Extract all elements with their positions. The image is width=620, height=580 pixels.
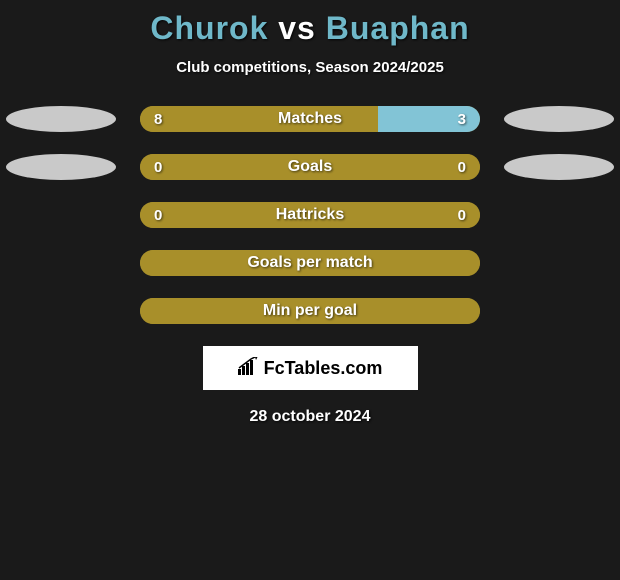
logo: FcTables.com <box>238 357 383 380</box>
stat-value-left: 0 <box>154 159 162 176</box>
comparison-container: Churok vs Buaphan Club competitions, Sea… <box>0 0 620 426</box>
stat-value-right: 0 <box>458 159 466 176</box>
stat-value-right: 3 <box>458 111 466 128</box>
page-title: Churok vs Buaphan <box>0 10 620 47</box>
stat-label: Matches <box>140 110 480 128</box>
player2-ellipse <box>504 154 614 180</box>
stat-bar: Matches8 3 <box>140 106 480 132</box>
stat-label: Hattricks <box>140 206 480 224</box>
stat-row: Hattricks0 0 <box>0 202 620 228</box>
stat-value-left: 0 <box>154 207 162 224</box>
stat-bars: Matches83Goals00Hattricks00Goals per mat… <box>0 106 620 324</box>
stat-label: Goals <box>140 158 480 176</box>
stat-label: Min per goal <box>140 302 480 320</box>
player1-ellipse <box>6 154 116 180</box>
stat-row: Goals per match <box>0 250 620 276</box>
stat-bar: Goals0 0 <box>140 154 480 180</box>
stat-value-left: 8 <box>154 111 162 128</box>
stat-row: Min per goal <box>0 298 620 324</box>
subtitle: Club competitions, Season 2024/2025 <box>0 59 620 76</box>
player1-ellipse <box>6 106 116 132</box>
date: 28 october 2024 <box>0 408 620 426</box>
title-vs: vs <box>278 10 316 46</box>
stat-bar: Min per goal <box>140 298 480 324</box>
stat-row: Goals0 0 <box>0 154 620 180</box>
stat-bar: Hattricks0 0 <box>140 202 480 228</box>
logo-box: FcTables.com <box>203 346 418 390</box>
logo-text: FcTables.com <box>264 358 383 379</box>
title-player2: Buaphan <box>326 10 470 46</box>
title-player1: Churok <box>150 10 268 46</box>
stat-label: Goals per match <box>140 254 480 272</box>
chart-icon <box>238 357 260 380</box>
stat-value-right: 0 <box>458 207 466 224</box>
player2-ellipse <box>504 106 614 132</box>
stat-row: Matches8 3 <box>0 106 620 132</box>
stat-bar: Goals per match <box>140 250 480 276</box>
